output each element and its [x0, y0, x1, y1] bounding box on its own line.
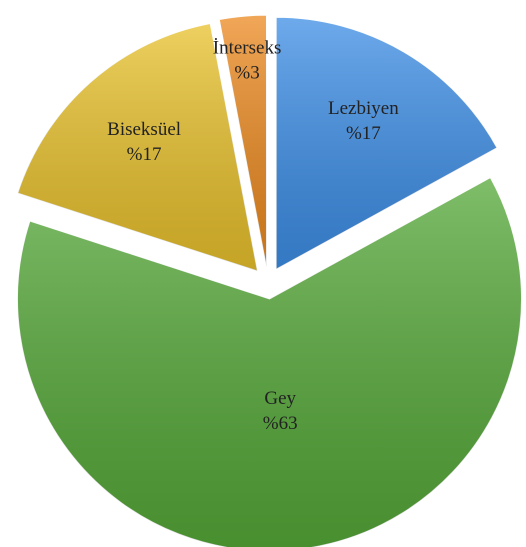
slice-shade — [219, 15, 267, 268]
slice-value-label: %17 — [127, 144, 162, 165]
slice-label: Gey — [264, 388, 296, 409]
slice-value-label: %3 — [234, 63, 259, 84]
slice-value-label: %63 — [263, 413, 298, 434]
slice-shade — [17, 23, 258, 271]
slice-shade — [17, 177, 522, 547]
slice-shade — [276, 17, 497, 270]
slice-label: Lezbiyen — [328, 98, 399, 119]
slice-label: Biseksüel — [107, 119, 181, 140]
slice-label: İnterseks — [213, 38, 282, 59]
slice-value-label: %17 — [346, 123, 381, 144]
